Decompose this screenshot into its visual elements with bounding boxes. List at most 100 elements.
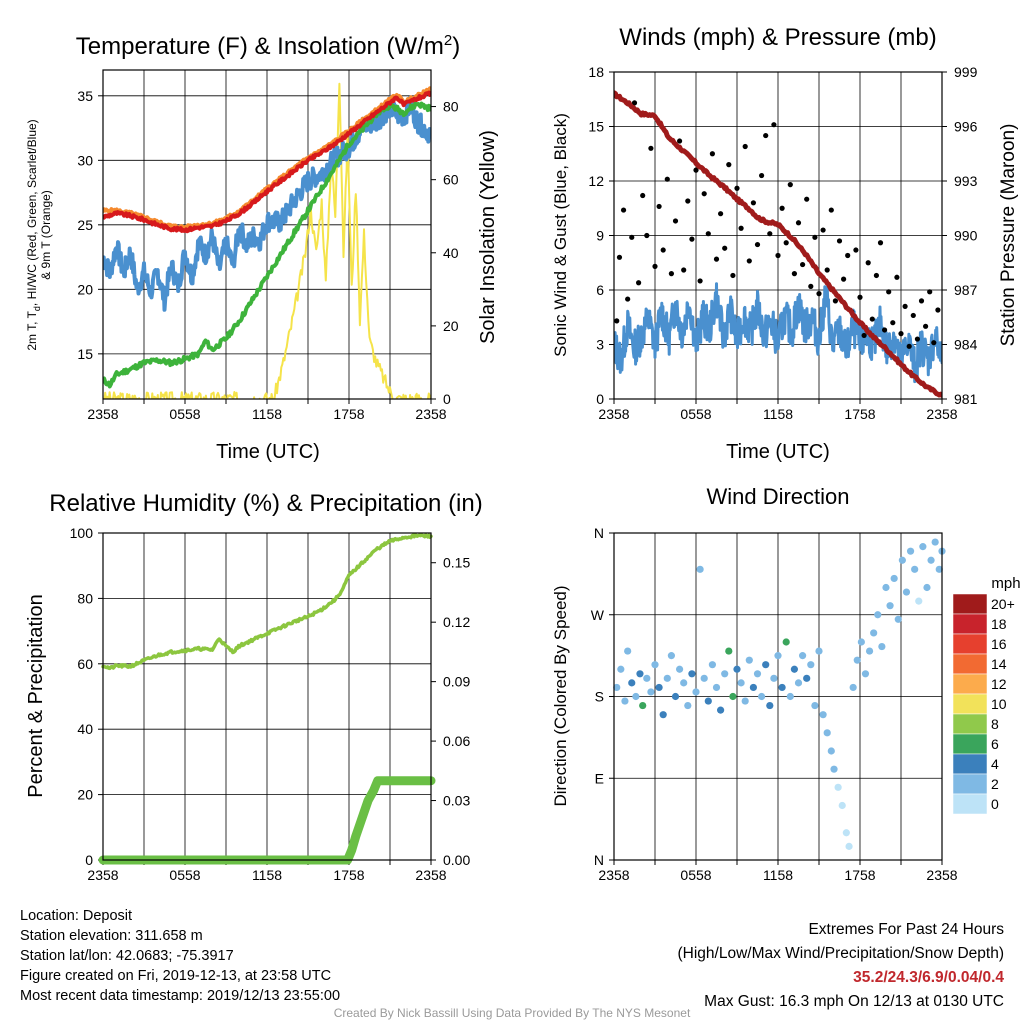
direction-point xyxy=(700,674,708,682)
humidity-ylabel: Percent & Precipitation xyxy=(25,594,47,797)
gust-point xyxy=(746,258,752,264)
direction-point xyxy=(628,679,636,687)
colorbar-label: 4 xyxy=(991,756,999,772)
gust-point xyxy=(652,263,658,269)
direction-point xyxy=(906,547,915,555)
colorbar-swatch xyxy=(952,613,988,635)
rh-y-tick-label: 40 xyxy=(77,721,93,737)
direction-point xyxy=(786,692,794,701)
humidity-chart-title: Relative Humidity (%) & Precipitation (i… xyxy=(49,490,482,517)
wind-y-tick-label: 12 xyxy=(588,173,604,189)
direction-point xyxy=(624,647,632,655)
credit-text: Created By Nick Bassill Using Data Provi… xyxy=(333,1006,691,1020)
gust-point xyxy=(620,207,627,213)
pressure-ylabel: Station Pressure (Maroon) xyxy=(998,124,1019,347)
direction-point xyxy=(663,674,671,682)
direction-point xyxy=(745,656,753,664)
gust-point xyxy=(910,312,916,319)
rh-y-tick-label: 20 xyxy=(77,787,93,803)
direction-point xyxy=(861,670,870,678)
direction-point xyxy=(692,688,700,696)
temp-y-tick-label: 25 xyxy=(77,217,93,233)
gust-point xyxy=(730,272,736,279)
winds-chart-title: Winds (mph) & Pressure (mb) xyxy=(619,24,936,51)
gust-point xyxy=(820,227,826,233)
gust-point xyxy=(614,318,620,324)
direction-point xyxy=(782,638,790,646)
gust-point xyxy=(775,252,781,259)
direction-point xyxy=(725,647,733,655)
precipitation-line xyxy=(98,776,436,865)
direction-point xyxy=(838,801,846,810)
direction-point xyxy=(749,683,758,692)
direction-chart-title: Wind Direction xyxy=(706,484,849,509)
gust-point xyxy=(734,185,740,191)
temp-y2-tick-label: 80 xyxy=(443,99,459,115)
colorbar-swatch xyxy=(952,773,988,795)
direction-point xyxy=(799,652,807,660)
gust-point xyxy=(931,340,937,346)
direction-point xyxy=(915,597,923,605)
colorbar-swatch xyxy=(952,753,988,775)
gust-point xyxy=(759,172,765,179)
wind-series-group xyxy=(614,90,942,398)
gust-point xyxy=(685,198,691,204)
temp-x-tick-label: 1758 xyxy=(333,406,364,422)
gust-point xyxy=(853,247,859,253)
direction-point xyxy=(733,665,741,673)
insolation-line xyxy=(103,82,431,399)
gust-point xyxy=(828,207,834,213)
temp-y-tick-label: 20 xyxy=(77,281,93,297)
direction-point xyxy=(680,679,688,687)
colorbar-swatch xyxy=(952,633,988,655)
direction-point xyxy=(794,679,803,687)
wind-ylabel: Sonic Wind & Gust (Blue, Black) xyxy=(551,113,570,357)
direction-point xyxy=(729,692,737,701)
gust-point xyxy=(898,331,904,337)
temp-2m-line xyxy=(103,90,431,234)
wind-y-tick-label: 0 xyxy=(596,391,604,407)
dir-y-tick-label: E xyxy=(595,770,604,786)
gust-point xyxy=(882,327,888,333)
direction-point xyxy=(842,829,850,837)
gust-point xyxy=(935,307,941,313)
direction-point xyxy=(790,665,799,673)
gust-point xyxy=(918,298,925,304)
direction-point xyxy=(774,652,782,660)
gust-point xyxy=(640,192,646,199)
direction-point xyxy=(741,697,749,705)
dir-x-tick-label: 1758 xyxy=(844,867,875,883)
direction-point xyxy=(803,674,811,682)
direction-point xyxy=(643,674,651,682)
direction-point xyxy=(676,665,684,673)
colorbar-label: 18 xyxy=(991,616,1007,632)
wind-y2-tick-label: 993 xyxy=(954,173,978,189)
direction-point xyxy=(823,729,831,737)
dir-plot-frame xyxy=(613,532,943,861)
direction-point xyxy=(857,638,865,646)
humidity-panel: Relative Humidity (%) & Precipitation (i… xyxy=(25,490,483,883)
gust-point xyxy=(754,241,761,248)
sonic-wind-line xyxy=(614,282,942,384)
winds-panel: Winds (mph) & Pressure (mb) Sonic Wind &… xyxy=(551,24,1019,463)
direction-point xyxy=(639,701,647,710)
dir-x-tick-label: 1158 xyxy=(763,867,793,883)
pressure-line xyxy=(614,90,942,398)
gust-point xyxy=(877,240,884,246)
temp-y2-tick-label: 0 xyxy=(443,391,451,407)
gust-point xyxy=(668,271,675,277)
rh-y2-tick-label: 0.00 xyxy=(443,852,470,868)
wind-y2-tick-label: 987 xyxy=(954,282,978,298)
direction-point xyxy=(688,670,696,678)
gust-point xyxy=(869,316,875,322)
rh-y-tick-label: 0 xyxy=(85,852,93,868)
wind-plot-frame xyxy=(613,71,943,400)
direction-point xyxy=(923,583,931,592)
gust-point xyxy=(709,151,716,157)
elevation-text: Station elevation: 311.658 m xyxy=(20,928,203,944)
gust-point xyxy=(644,232,650,239)
dir-y-tick-label: N xyxy=(594,525,604,541)
direction-point xyxy=(849,683,857,692)
wind-x-tick-label: 1158 xyxy=(763,406,793,422)
colorbar-label: 14 xyxy=(991,656,1007,672)
